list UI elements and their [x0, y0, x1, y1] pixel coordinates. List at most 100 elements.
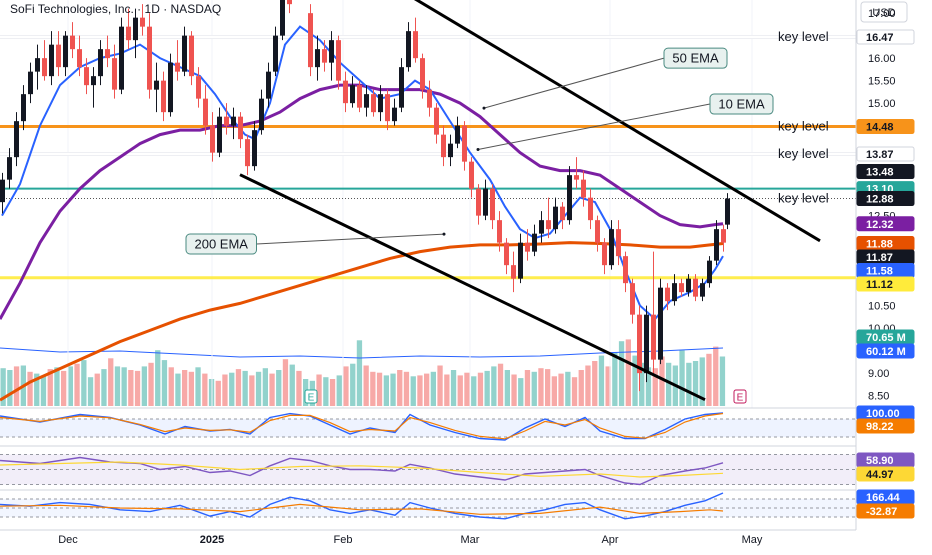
volume-bar: [592, 361, 598, 406]
price-label: 11.58: [866, 266, 893, 278]
candle-body: [231, 116, 236, 126]
key-level-label: key level: [778, 119, 829, 134]
volume-bar: [410, 376, 416, 406]
candle-body: [483, 188, 488, 216]
price-label-bg: [856, 164, 915, 180]
candle-body: [189, 35, 194, 77]
volume-ma-line: [0, 347, 724, 359]
price-label: 13.48: [866, 167, 894, 179]
candle-body: [238, 116, 243, 140]
volume-bar: [605, 366, 611, 406]
trendlines: [239, 0, 821, 402]
candle-body: [7, 157, 12, 180]
volume-bar: [255, 371, 262, 406]
candle-body: [658, 287, 663, 360]
volume-bar: [652, 368, 658, 406]
candle-body: [455, 125, 460, 144]
volume-bar: [87, 377, 94, 406]
volume-bar: [296, 370, 302, 406]
candle-body: [63, 35, 68, 68]
key-levels: key level key level key level key level: [0, 29, 856, 280]
indicator-line: [0, 492, 724, 520]
volume-bar: [276, 370, 282, 406]
candle-body: [504, 242, 509, 266]
volume-bar: [471, 376, 477, 406]
earnings-marker-label: E: [737, 393, 744, 404]
volume-bar: [376, 372, 383, 406]
candle-body: [196, 76, 201, 99]
candle-body: [602, 242, 607, 266]
time-tick-label: Dec: [58, 534, 78, 546]
volume-bar: [128, 370, 134, 406]
volume-bar: [524, 370, 531, 406]
candle-body: [308, 13, 313, 68]
candle-body: [420, 58, 425, 90]
candle-body: [133, 17, 138, 41]
candle-body: [259, 98, 264, 131]
callout-anchor: [482, 106, 486, 110]
volume-bar: [477, 372, 484, 406]
candle-body: [357, 85, 362, 108]
volume-bar: [13, 366, 20, 406]
candle-body: [70, 35, 75, 50]
candle-body: [406, 31, 411, 68]
indicator-line: [0, 503, 724, 515]
volume-bar: [639, 362, 645, 406]
candle-body: [567, 175, 572, 221]
indicator-line: [0, 456, 724, 486]
volume-bar: [67, 366, 73, 406]
candle-body: [126, 26, 131, 41]
candle-body: [42, 58, 47, 77]
volume-bar: [235, 369, 242, 406]
volume-bar: [598, 355, 605, 406]
volume-bar: [356, 340, 363, 406]
candle-body: [637, 314, 642, 374]
volume-bar: [134, 370, 141, 406]
volume-bar: [545, 369, 551, 406]
callout-leader: [483, 57, 665, 109]
volume-bar: [424, 373, 430, 406]
candle-body: [14, 121, 19, 158]
candle-body: [28, 71, 33, 95]
ema-200-line: [0, 241, 724, 402]
rsi-label: 44.97: [866, 469, 894, 481]
volume-bar: [289, 364, 295, 406]
candle-body: [252, 130, 257, 167]
volume-bar: [141, 366, 147, 406]
candle-body: [364, 94, 369, 108]
volume-bar: [336, 375, 342, 406]
callout-leader: [256, 233, 445, 245]
stoch-label-bg: [856, 418, 915, 434]
callout-leader: [477, 103, 711, 150]
candle-body: [448, 143, 453, 158]
volume-bar: [531, 371, 537, 406]
candle-body: [154, 80, 159, 90]
time-tick-label: Mar: [461, 534, 480, 546]
candle-body: [217, 116, 222, 153]
price-tick-label: 8.50: [868, 391, 889, 403]
volume-bar: [437, 365, 443, 406]
candle-body: [469, 161, 474, 189]
volume-bar: [282, 359, 289, 406]
candle-body: [616, 229, 621, 257]
volume-bar: [34, 373, 40, 406]
volume-bar: [188, 371, 194, 406]
volume-bar: [155, 350, 161, 406]
earnings-marker: [304, 389, 318, 404]
candle-body: [665, 287, 670, 302]
volume-bar: [659, 356, 665, 406]
candle-body: [672, 283, 677, 302]
volume-bar: [551, 376, 557, 406]
stoch-label: 98.22: [866, 421, 894, 433]
candle-body: [609, 229, 614, 266]
candle-body: [273, 35, 278, 72]
price-label: 11.88: [866, 239, 893, 251]
volume-bar: [329, 379, 336, 406]
volume-bar: [121, 367, 127, 406]
volume-bar: [390, 373, 396, 406]
volume-bar: [719, 356, 726, 406]
volume-bar: [450, 370, 457, 406]
